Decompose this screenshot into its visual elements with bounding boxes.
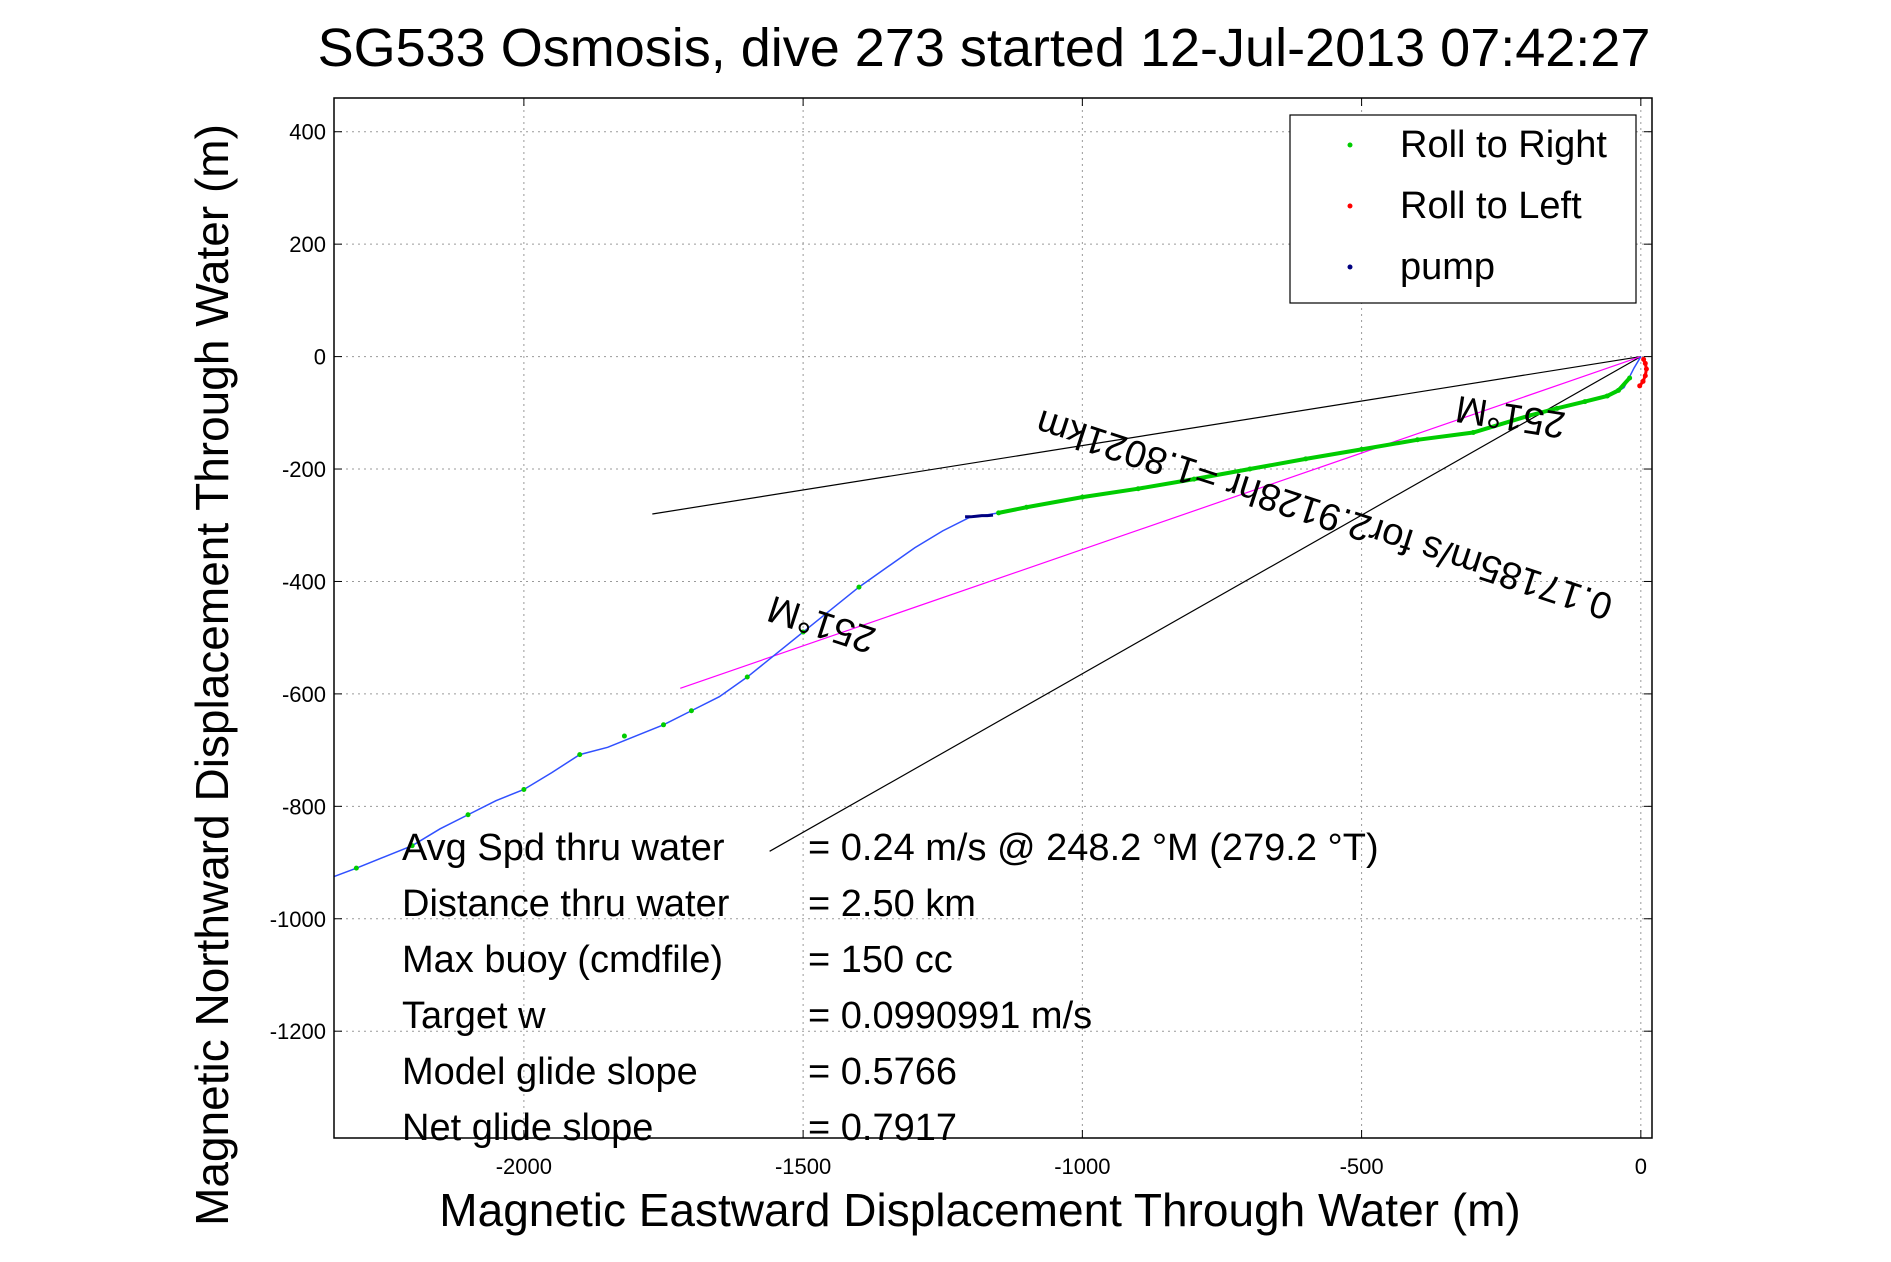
roll-right-point bbox=[1414, 437, 1420, 443]
x-axis-label: Magnetic Eastward Displacement Through W… bbox=[439, 1184, 1520, 1236]
axes-frame bbox=[333, 97, 1653, 1139]
y-tick-label: 200 bbox=[289, 232, 326, 257]
y-tick-label: -200 bbox=[282, 457, 326, 482]
roll-right-point bbox=[1582, 399, 1588, 405]
roll-left-point bbox=[1642, 373, 1648, 379]
reference-lines bbox=[652, 356, 1642, 852]
y-tick-label: 0 bbox=[314, 345, 326, 370]
legend-label: Roll to Right bbox=[1400, 124, 1607, 166]
y-tick-label: -600 bbox=[282, 682, 326, 707]
roll-right-point bbox=[409, 843, 415, 849]
y-tick-label: -800 bbox=[282, 794, 326, 819]
roll-left-point bbox=[1637, 383, 1643, 389]
legend-label: Roll to Left bbox=[1400, 185, 1582, 227]
stat-value: = 2.50 km bbox=[808, 883, 976, 925]
roll-right-point bbox=[1554, 405, 1560, 411]
y-tick-label: 400 bbox=[289, 120, 326, 145]
stat-label: Net glide slope bbox=[402, 1107, 653, 1149]
reference-line bbox=[680, 356, 1642, 689]
legend: Roll to Right Roll to Left pump bbox=[1289, 114, 1637, 304]
stat-label: Max buoy (cmdfile) bbox=[402, 939, 723, 981]
roll-right-point bbox=[1079, 494, 1085, 500]
roll-right-point bbox=[521, 786, 527, 792]
roll-right-point bbox=[661, 722, 666, 728]
y-tick-label: -1000 bbox=[270, 907, 326, 932]
roll-right-point bbox=[1615, 387, 1621, 393]
stat-value: = 0.7917 bbox=[808, 1107, 957, 1149]
legend-marker bbox=[1347, 203, 1353, 209]
legend-box bbox=[1289, 114, 1637, 304]
stat-label: Model glide slope bbox=[402, 1051, 698, 1093]
legend-label: pump bbox=[1400, 246, 1495, 288]
legend-marker bbox=[1347, 142, 1353, 148]
roll-left-point bbox=[1640, 378, 1646, 384]
y-axis-label: Magnetic Northward Displacement Through … bbox=[186, 124, 238, 1226]
stat-value: = 0.0990991 m/s bbox=[808, 995, 1092, 1037]
roll-right-point bbox=[744, 674, 750, 680]
chart-title: SG533 Osmosis, dive 273 started 12-Jul-2… bbox=[318, 18, 1651, 78]
x-tick-label: -500 bbox=[1340, 1154, 1384, 1179]
roll-right-point bbox=[465, 812, 471, 818]
heading-annotation: 251°M bbox=[1453, 387, 1568, 446]
y-tick-label: -400 bbox=[282, 569, 326, 594]
roll-right-point bbox=[1604, 393, 1610, 399]
reference-line bbox=[769, 356, 1642, 852]
stats-block: Avg Spd thru water = 0.24 m/s @ 248.2 °M … bbox=[402, 827, 1379, 1149]
roll-right-point bbox=[688, 708, 694, 714]
y-tick-label: -1200 bbox=[270, 1019, 326, 1044]
x-tick-label: 0 bbox=[1635, 1154, 1647, 1179]
roll-right-point bbox=[1359, 446, 1365, 452]
stat-label: Avg Spd thru water bbox=[402, 827, 725, 869]
stat-label: Distance thru water bbox=[402, 883, 730, 925]
roll-right-point bbox=[800, 629, 806, 635]
roll-right-segment bbox=[998, 376, 1632, 515]
x-tick-label: -2000 bbox=[496, 1154, 552, 1179]
roll-right-point bbox=[1303, 456, 1309, 462]
roll-right-point bbox=[577, 752, 583, 758]
roll-left-point bbox=[1642, 360, 1648, 366]
roll-right-point bbox=[1024, 504, 1030, 510]
x-tick-label: -1000 bbox=[1054, 1154, 1110, 1179]
roll-right-point bbox=[621, 733, 627, 739]
roll-left-point bbox=[1643, 366, 1649, 372]
x-tick-label: -1500 bbox=[775, 1154, 831, 1179]
pump-segment bbox=[965, 513, 994, 519]
stat-value: = 0.5766 bbox=[808, 1051, 957, 1093]
roll-right-point bbox=[1247, 466, 1253, 472]
series-layer bbox=[333, 356, 1649, 878]
roll-right-point bbox=[353, 865, 359, 871]
roll-right-point bbox=[1135, 486, 1141, 492]
reference-line bbox=[652, 356, 1641, 515]
roll-right-point bbox=[1526, 413, 1532, 419]
roll-left-point bbox=[1641, 356, 1647, 362]
tick-labels: -2000 -1500 -1000 -500 0 400 200 0 -200 -400 -600 -… bbox=[270, 98, 1652, 1179]
stat-value: = 150 cc bbox=[808, 939, 953, 981]
roll-right-point bbox=[1191, 476, 1197, 482]
stat-value: = 0.24 m/s @ 248.2 °M (279.2 °T) bbox=[808, 827, 1379, 869]
roll-right-point bbox=[856, 584, 862, 590]
roll-right-point bbox=[1627, 375, 1633, 381]
legend-marker bbox=[1347, 264, 1353, 270]
stat-label: Target w bbox=[402, 995, 546, 1037]
roll-right-point bbox=[996, 510, 1002, 516]
roll-right-point bbox=[1470, 429, 1476, 435]
